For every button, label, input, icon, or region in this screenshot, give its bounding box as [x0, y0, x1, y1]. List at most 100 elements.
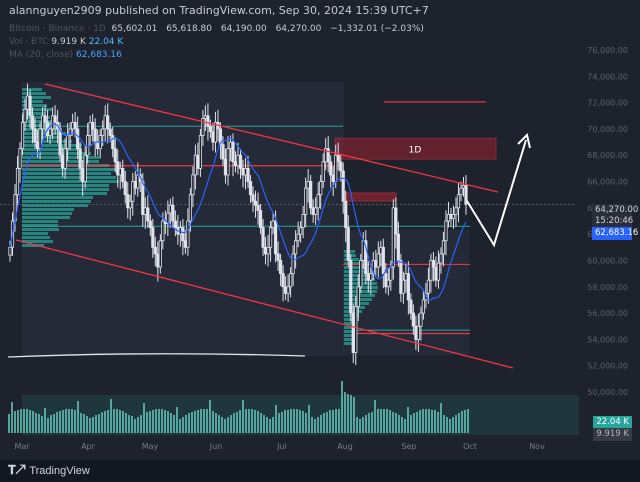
candle-body: [68, 128, 72, 136]
volume-profile-bar: [22, 168, 117, 171]
candle-body: [168, 204, 172, 214]
volume-bar: [128, 415, 130, 433]
change-value: −1,332.01 (−2.03%): [330, 24, 424, 34]
volume-bar: [194, 411, 196, 433]
candle-body: [148, 220, 152, 228]
volume-profile-bar-2: [344, 342, 352, 345]
volume-bar: [410, 415, 412, 433]
candle-body: [203, 115, 208, 119]
volume-bar: [62, 410, 64, 433]
volume-profile-bar: [22, 240, 53, 243]
volume-bar: [242, 400, 244, 433]
candle-body: [116, 161, 120, 176]
volume-bar: [23, 409, 25, 433]
volume-bar: [401, 417, 403, 433]
volume-bar: [155, 409, 157, 433]
volume-profile-bar: [22, 204, 88, 207]
time-tick-label: Oct: [463, 442, 477, 451]
candle-body: [58, 128, 62, 156]
volume-bar: [191, 412, 193, 433]
candle-body: [166, 212, 170, 225]
volume-bar: [254, 410, 256, 433]
tradingview-logo[interactable]: 𝐓↗ TradingView: [8, 463, 90, 478]
volume-bar: [407, 407, 409, 433]
volume-profile-bar: [22, 232, 48, 235]
volume-bar: [221, 417, 223, 433]
volume-bar: [425, 409, 427, 433]
volume-bar: [296, 409, 298, 433]
volume-profile-bar: [22, 140, 72, 143]
candle-body: [236, 154, 240, 167]
volume-profile-bar-2: [344, 266, 365, 269]
volume-bar: [29, 410, 31, 433]
candle-body: [18, 148, 22, 169]
projection-arrowhead: [517, 133, 531, 149]
candle-body: [258, 210, 263, 228]
volume-bar: [56, 412, 58, 433]
volume-bar: [134, 419, 136, 433]
candle-body: [20, 121, 25, 150]
volume-bar: [311, 417, 313, 433]
volume-bar: [464, 410, 466, 433]
candle-body: [106, 115, 110, 130]
volume-bar: [323, 413, 325, 433]
volume-bar: [125, 413, 127, 433]
candle-body: [93, 128, 97, 143]
candle-body: [336, 154, 340, 163]
volume-profile-bar: [22, 116, 50, 119]
candle-body: [319, 181, 323, 196]
volume-bar: [113, 409, 115, 433]
volume-bar: [149, 411, 151, 433]
volume-profile-bar: [22, 96, 51, 99]
candle-body: [301, 214, 305, 228]
candle-body: [248, 181, 253, 196]
candle-body: [366, 273, 370, 281]
publisher-line: alannguyen2909 published on TradingView.…: [9, 4, 429, 17]
candle-body: [156, 253, 160, 268]
volume-bar: [299, 410, 301, 433]
current-price: 64,270.00: [595, 205, 639, 215]
volume-profile-bar: [22, 216, 70, 219]
candle-body: [123, 181, 127, 196]
candle-body: [396, 233, 400, 261]
candle-body: [351, 312, 355, 353]
volume-profile-bar: [22, 148, 80, 151]
candle-body: [50, 115, 55, 130]
volume-bar: [377, 409, 379, 433]
channel-lower-line: [15, 239, 514, 369]
volume-bar: [110, 399, 112, 433]
volume-bar: [71, 409, 73, 433]
volume-bar: [224, 419, 226, 433]
volume-bar: [305, 413, 307, 433]
candle-body: [346, 227, 350, 261]
price-tick-label: 76,000.00: [587, 46, 628, 55]
candle-body: [401, 279, 405, 294]
volume-bar: [443, 415, 445, 433]
volume-bar: [338, 409, 340, 433]
volume-profile-bar-2: [344, 258, 359, 261]
candle-body: [339, 161, 343, 172]
candle-body: [218, 128, 223, 146]
volume-profile-bar: [22, 192, 107, 195]
candle-body: [261, 227, 265, 248]
candle-body: [228, 141, 233, 150]
ma-price-label: 62,683.16: [592, 227, 638, 240]
time-tick-label: May: [142, 442, 159, 451]
candle-body: [193, 154, 198, 176]
volume-bar: [230, 415, 232, 433]
volume-profile-bar: [22, 200, 91, 203]
candle-body: [349, 260, 353, 314]
volume-value-2: 22.04 K: [88, 37, 124, 47]
candle-body: [306, 181, 310, 189]
candle-body: [386, 279, 390, 288]
volume-bar: [236, 412, 238, 433]
volume-bar: [32, 411, 34, 433]
volume-bar: [188, 413, 190, 433]
chart-header: alannguyen2909 published on TradingView.…: [0, 0, 640, 22]
candle-body: [191, 174, 195, 196]
volume-bar: [431, 410, 433, 433]
candle-body: [344, 200, 348, 228]
candle-body: [426, 279, 431, 294]
volume-bar: [281, 412, 283, 433]
